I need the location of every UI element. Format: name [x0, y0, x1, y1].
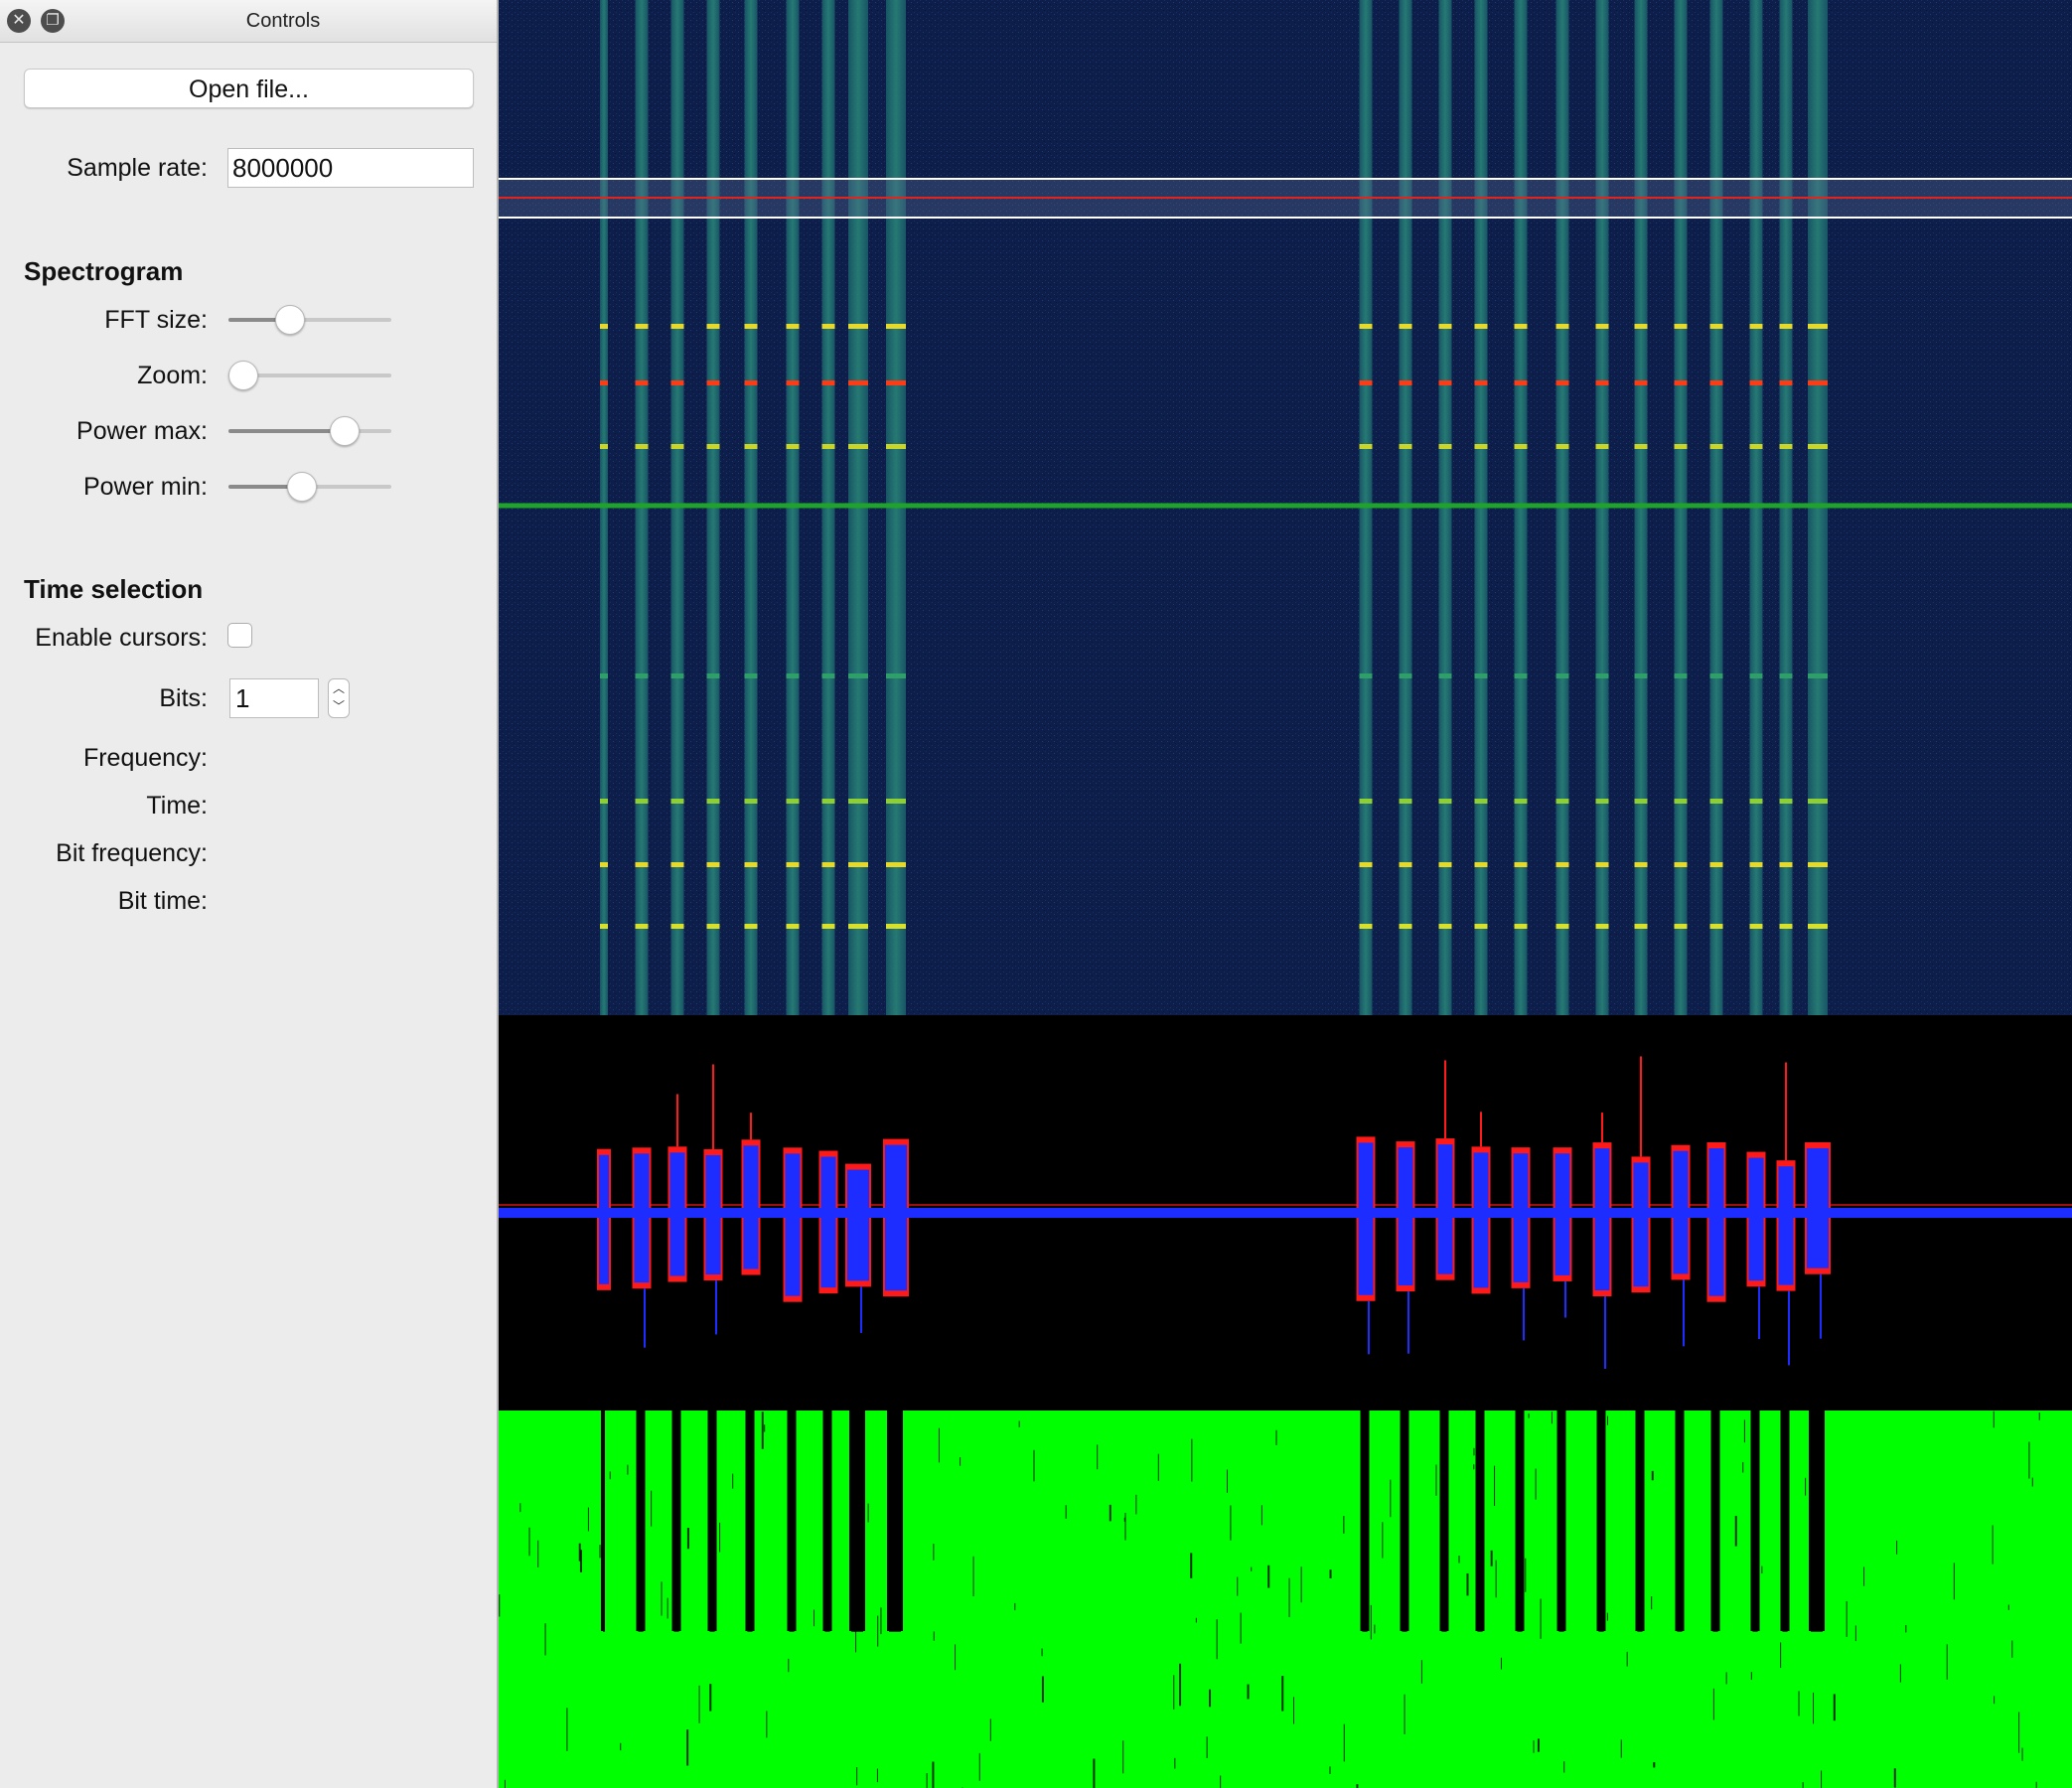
- slider-handle[interactable]: [286, 472, 317, 502]
- slider-handle[interactable]: [329, 416, 360, 446]
- bits-spinbox[interactable]: 1: [229, 678, 319, 718]
- signal-harmonics: [600, 324, 1828, 929]
- fft-size-slider[interactable]: [228, 305, 391, 335]
- threshold-pulses: [601, 1411, 1825, 1632]
- power-min-slider[interactable]: [228, 472, 391, 502]
- zoom-slider[interactable]: [228, 361, 391, 390]
- float-dock-icon[interactable]: ❐: [41, 9, 65, 33]
- close-icon[interactable]: ✕: [7, 9, 31, 33]
- waveform-plot: [499, 1015, 2072, 1411]
- bits-stepper[interactable]: ︿ ﹀: [328, 678, 350, 718]
- dock-title: Controls: [245, 10, 321, 32]
- slider-handle[interactable]: [274, 305, 305, 335]
- open-file-button[interactable]: Open file...: [24, 69, 474, 108]
- sample-rate-label: Sample rate:: [67, 154, 208, 182]
- bit-frequency-label: Bit frequency:: [56, 839, 208, 867]
- threshold-noise: [499, 1411, 2040, 1788]
- spectrogram-header: Spectrogram: [24, 256, 184, 286]
- sample-rate-input[interactable]: 8000000: [227, 148, 474, 188]
- controls-dock: ✕ ❐ Controls Open file... Sample rate: 8…: [0, 0, 499, 1788]
- time-selection-header: Time selection: [24, 574, 204, 604]
- power-max-slider[interactable]: [228, 416, 391, 446]
- bits-label: Bits:: [159, 684, 208, 712]
- chevron-up-icon[interactable]: ︿: [332, 681, 345, 695]
- spectrogram-plot[interactable]: [499, 0, 2072, 1015]
- chevron-down-icon[interactable]: ﹀: [332, 699, 345, 713]
- slider-handle[interactable]: [228, 361, 258, 390]
- zoom-label: Zoom:: [137, 362, 208, 389]
- bit-time-label: Bit time:: [117, 887, 208, 915]
- power-min-label: Power min:: [82, 473, 208, 501]
- enable-cursors-label: Enable cursors:: [35, 624, 208, 652]
- frequency-label: Frequency:: [82, 744, 208, 772]
- power-max-label: Power max:: [76, 417, 208, 445]
- enable-cursors-checkbox[interactable]: [227, 623, 252, 648]
- waveform-i-trace: [499, 1142, 2072, 1370]
- threshold-plot: [499, 1411, 2072, 1788]
- fft-size-label: FFT size:: [104, 306, 208, 334]
- plot-area: [499, 0, 2072, 1788]
- time-label: Time:: [146, 792, 208, 820]
- dock-titlebar: ✕ ❐ Controls: [0, 0, 497, 43]
